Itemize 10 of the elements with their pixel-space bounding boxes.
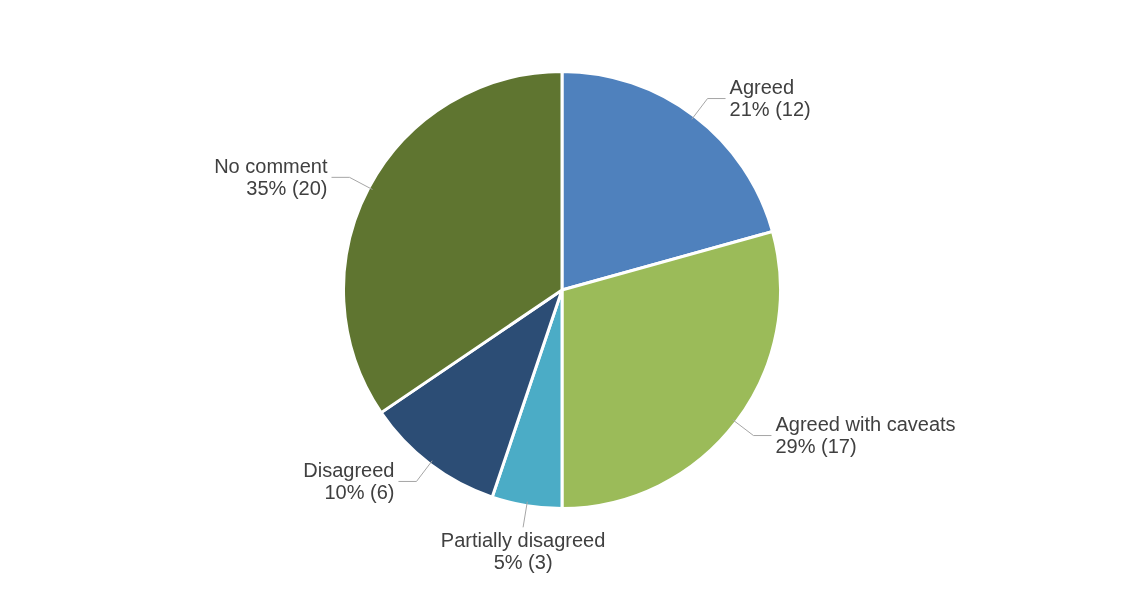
slice-label: Agreed — [729, 76, 795, 99]
data-label: 35% (20) — [246, 176, 328, 199]
slice-label: Partially disagreed — [440, 528, 606, 551]
data-label: 21% (12) — [729, 98, 811, 121]
slice-label: No comment — [214, 154, 328, 177]
slice-label: Disagreed — [303, 458, 395, 481]
data-label: 5% (3) — [493, 550, 553, 573]
data-label: 10% (6) — [324, 480, 395, 503]
slice-label: Agreed with caveats — [775, 413, 956, 436]
data-label: 29% (17) — [775, 435, 857, 458]
